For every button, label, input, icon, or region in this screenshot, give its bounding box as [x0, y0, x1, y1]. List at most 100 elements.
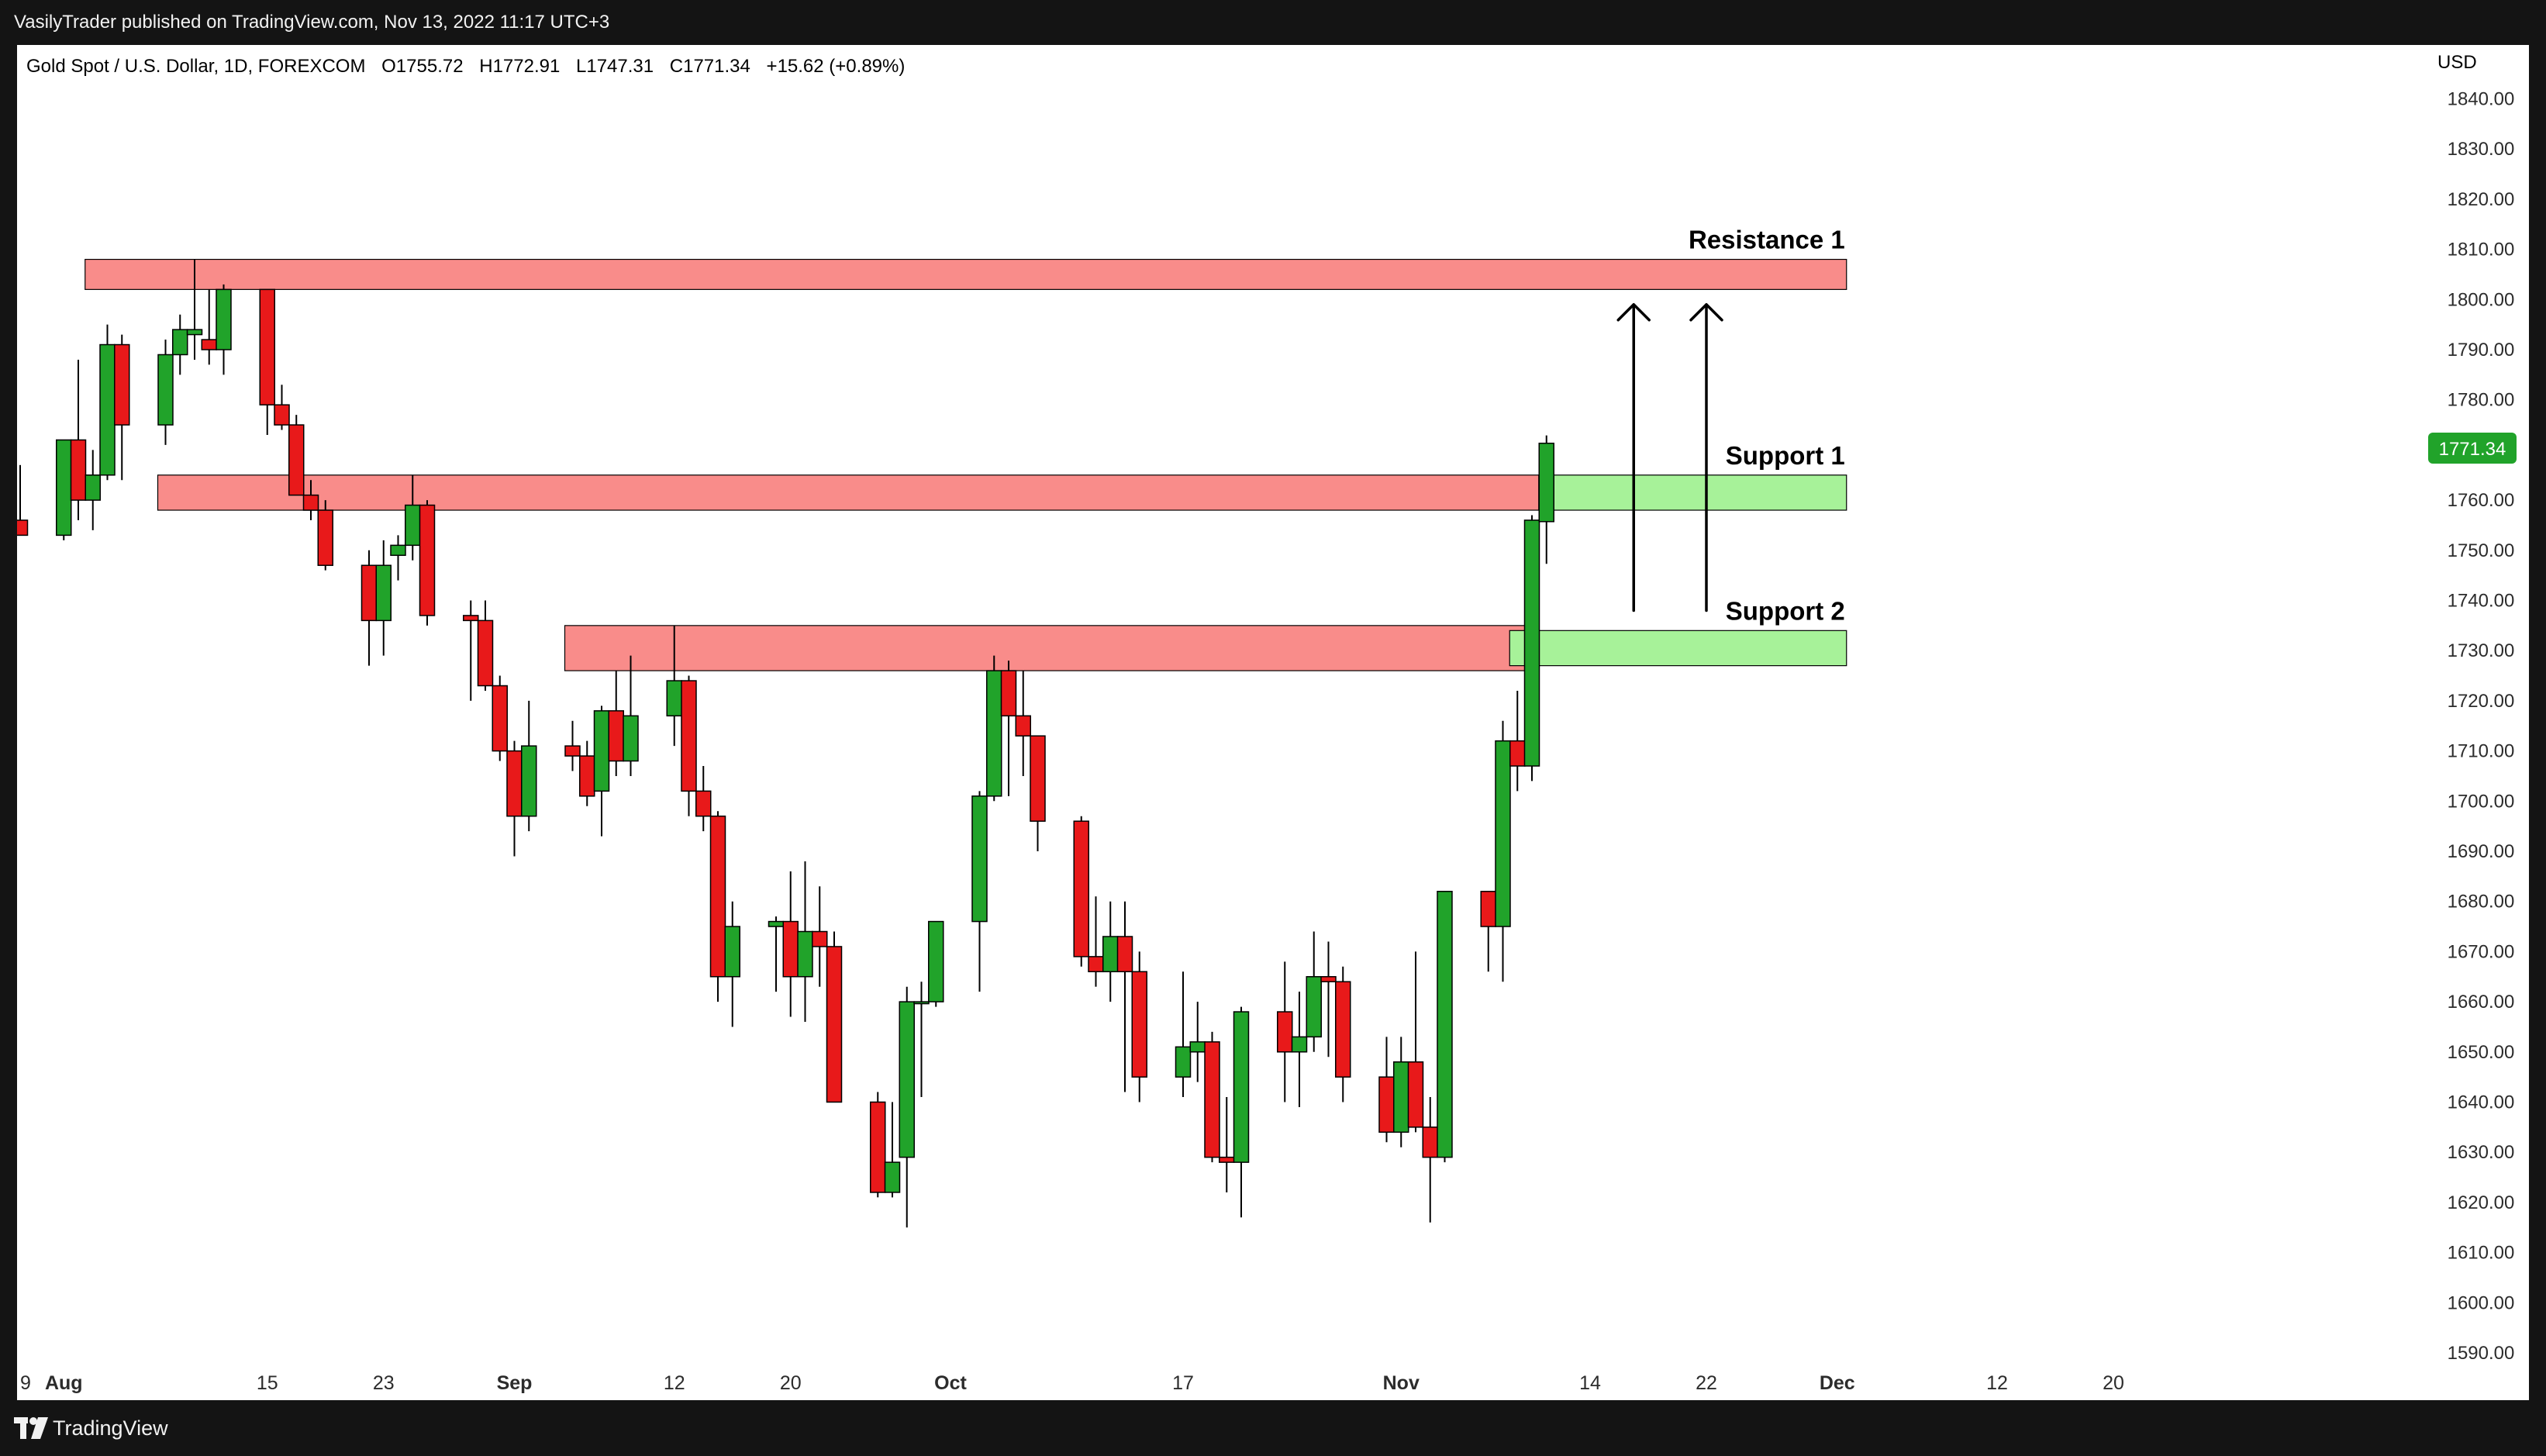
candle-body [564, 745, 581, 757]
y-tick-label: 1720.00 [2448, 691, 2515, 712]
y-tick-label: 1800.00 [2448, 289, 2515, 310]
zone-label-4: Support 2 [1726, 596, 1845, 625]
up-arrow-0 [1616, 303, 1651, 612]
candle-body [375, 564, 392, 622]
candle-body [1015, 715, 1031, 737]
footer-bar: TradingView [0, 1400, 2546, 1456]
tradingview-logo-icon [14, 1417, 48, 1439]
candle-body [986, 670, 1002, 797]
candle-body [302, 494, 319, 511]
time-axis[interactable]: 9 Aug 15 23 Sep 12 20 Oct 17 Nov 14 22 Dec 12 20 [20, 1372, 2124, 1394]
candle-body [114, 343, 130, 426]
zone-label-2: Support 1 [1726, 441, 1845, 470]
candle-body [579, 755, 595, 797]
candle-body [1320, 976, 1337, 982]
x-tick-label: 22 [1696, 1372, 1717, 1394]
candle-body [797, 930, 813, 978]
candle-body [1219, 1156, 1235, 1163]
candle-body [1335, 981, 1351, 1078]
candle-body [317, 509, 333, 566]
price-axis[interactable]: 1590.00 1600.00 1610.00 1620.00 1630.00 1640.… [2448, 89, 2515, 1365]
candle-body [1233, 1011, 1250, 1163]
candles-layer [0, 259, 1554, 1228]
candle-body [681, 680, 697, 792]
candle-body [56, 439, 72, 537]
candle-body [1393, 1061, 1409, 1133]
zones-layer: Resistance 1 Support 1 Support 2 [85, 226, 1847, 671]
ohlc-high: H1772.91 [479, 56, 560, 77]
chart-background [17, 45, 2529, 1400]
candle-body [0, 520, 13, 620]
chart-title-legend: Gold Spot / U.S. Dollar, 1D, FOREXCOM O1… [26, 56, 905, 77]
y-tick-label: 1700.00 [2448, 791, 2515, 812]
candle-body [99, 343, 116, 476]
candle-body [1306, 976, 1322, 1038]
y-tick-label: 1680.00 [2448, 892, 2515, 913]
footer-brand: TradingView [53, 1416, 168, 1440]
candle-body [405, 504, 421, 547]
y-tick-label: 1640.00 [2448, 1092, 2515, 1113]
x-tick-label: Sep [497, 1372, 533, 1394]
candle-body [812, 930, 828, 947]
candle-body [695, 790, 712, 817]
candle-body [623, 715, 639, 762]
y-tick-label: 1590.00 [2448, 1343, 2515, 1364]
candle-body [666, 680, 682, 717]
y-tick-label: 1740.00 [2448, 591, 2515, 612]
candle-body [201, 339, 217, 350]
x-tick-label: 12 [664, 1372, 685, 1394]
candle-body [709, 815, 726, 978]
y-tick-label: 1730.00 [2448, 640, 2515, 661]
candle-body [70, 439, 87, 501]
zone-red-0 [85, 258, 1847, 290]
x-tick-label: 12 [1986, 1372, 2008, 1394]
y-tick-label: 1620.00 [2448, 1192, 2515, 1213]
last-price-label: 1771.34 [2439, 439, 2506, 460]
x-tick-label: 20 [2103, 1372, 2124, 1394]
candle-body [1204, 1041, 1220, 1158]
x-tick-label: 17 [1172, 1372, 1194, 1394]
candle-body [361, 564, 378, 622]
y-tick-label: 1760.00 [2448, 490, 2515, 511]
ohlc-low: L1747.31 [576, 56, 654, 77]
candle-body [971, 795, 988, 923]
x-tick-label: Aug [45, 1372, 83, 1394]
candle-body [1378, 1076, 1395, 1133]
y-tick-label: 1610.00 [2448, 1243, 2515, 1264]
zone-red-3 [564, 625, 1527, 671]
candle-body [884, 1161, 901, 1193]
chart-title: Gold Spot / U.S. Dollar, 1D, FOREXCOM [26, 56, 365, 77]
candle-body [463, 615, 479, 622]
candle-body [1000, 670, 1017, 717]
y-tick-label: 1650.00 [2448, 1042, 2515, 1063]
candle-body [870, 1101, 886, 1193]
candle-body [1538, 442, 1554, 523]
candle-body [768, 920, 785, 927]
x-tick-label: 20 [780, 1372, 802, 1394]
y-tick-label: 1690.00 [2448, 841, 2515, 862]
x-tick-label: Nov [1383, 1372, 1420, 1394]
candle-body [1437, 891, 1453, 1158]
candle-body [1291, 1036, 1308, 1053]
y-tick-label: 1840.00 [2448, 89, 2515, 110]
y-tick-label: 1710.00 [2448, 741, 2515, 762]
ohlc-change: +15.62 (+0.89%) [767, 56, 906, 77]
candle-body [1523, 519, 1540, 767]
candle-body [17, 519, 29, 537]
candle-body [492, 685, 508, 752]
candle-body [216, 288, 232, 350]
candle-body [1116, 936, 1133, 973]
y-tick-label: 1750.00 [2448, 540, 2515, 561]
candle-body [899, 1001, 915, 1158]
arrows-layer [1616, 303, 1723, 612]
candle-body [506, 750, 523, 817]
x-tick-label: 15 [257, 1372, 278, 1394]
candle-body [928, 920, 944, 1002]
candle-body [172, 329, 188, 356]
x-tick-label: 23 [373, 1372, 395, 1394]
candle-body [477, 619, 494, 687]
candle-body [826, 946, 843, 1103]
y-tick-label: 1780.00 [2448, 390, 2515, 411]
